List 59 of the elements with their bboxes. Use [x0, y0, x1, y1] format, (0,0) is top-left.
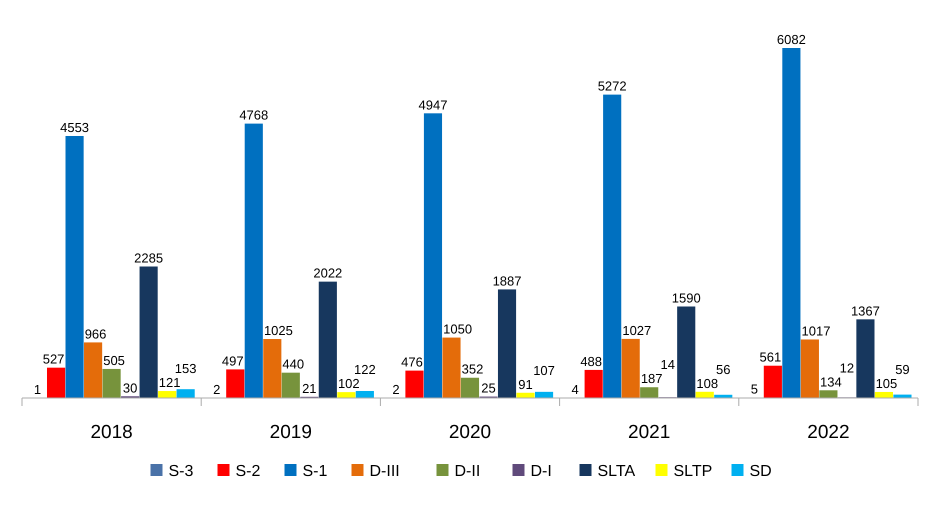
- data-label: 5: [750, 382, 758, 397]
- data-label: 488: [580, 354, 602, 369]
- data-label: 12: [840, 360, 854, 376]
- data-label: 5272: [598, 78, 627, 94]
- data-label: 966: [84, 326, 106, 342]
- data-label: 561: [760, 350, 782, 365]
- x-tick-label: 2018: [90, 422, 133, 443]
- legend-label: D-I: [530, 463, 552, 480]
- data-label: 108: [696, 376, 718, 391]
- data-label: 56: [716, 362, 730, 377]
- data-label: 476: [401, 354, 423, 370]
- data-label: 1017: [802, 323, 830, 338]
- data-label: 1590: [672, 290, 701, 306]
- x-tick-label: 2020: [448, 422, 492, 443]
- data-label: 4: [572, 382, 579, 397]
- data-label: 1887: [492, 273, 522, 288]
- data-label: 30: [122, 380, 138, 396]
- data-label: 2: [213, 382, 220, 397]
- legend-label: S-3: [168, 463, 194, 480]
- data-label: 1027: [622, 322, 652, 338]
- data-label: 2285: [134, 250, 164, 266]
- data-label: 6082: [776, 32, 806, 47]
- data-label: 440: [282, 356, 304, 372]
- legend-label: D-II: [454, 463, 480, 480]
- data-label: 1367: [850, 303, 880, 318]
- data-label: 187: [640, 371, 663, 386]
- data-label: 59: [895, 362, 910, 377]
- data-label: 105: [876, 376, 898, 391]
- data-label: 107: [533, 362, 555, 378]
- data-label: 527: [42, 352, 64, 367]
- legend-label: SD: [750, 463, 772, 480]
- data-label: 91: [518, 376, 533, 392]
- data-label: 352: [462, 362, 484, 377]
- x-tick-label: 2022: [807, 422, 850, 443]
- data-label: 121: [158, 375, 180, 390]
- data-label: 4947: [418, 97, 448, 112]
- data-label: 21: [302, 380, 317, 396]
- data-label: 1: [34, 382, 42, 397]
- data-label: 25: [481, 380, 496, 396]
- data-label: 505: [103, 352, 125, 368]
- x-tick-label: 2019: [270, 422, 312, 443]
- legend-label: S-1: [302, 463, 328, 480]
- x-tick-label: 2021: [628, 422, 670, 443]
- data-label: 4553: [60, 120, 90, 135]
- data-label: 102: [338, 376, 360, 392]
- data-label: 14: [660, 357, 675, 372]
- data-label: 1025: [264, 323, 293, 338]
- legend-label: SLTA: [598, 463, 636, 480]
- data-label: 1050: [443, 322, 472, 337]
- data-label: 122: [354, 362, 376, 378]
- data-label: 2: [392, 382, 400, 397]
- data-label: 134: [820, 374, 842, 390]
- data-label: 4768: [239, 108, 268, 123]
- legend-label: SLTP: [674, 463, 712, 480]
- data-label: 2022: [313, 266, 342, 281]
- legend-label: S-2: [236, 463, 260, 480]
- legend-label: D-III: [370, 463, 400, 480]
- data-label: 153: [174, 361, 196, 376]
- data-label: 497: [222, 353, 244, 368]
